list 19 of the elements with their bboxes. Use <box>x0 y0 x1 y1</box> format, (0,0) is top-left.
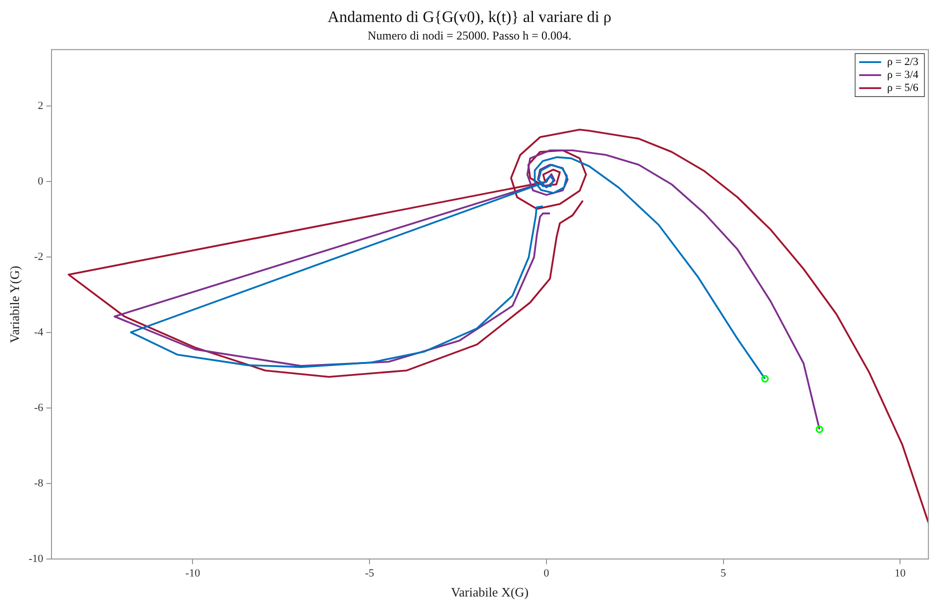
legend-label: ρ = 2/3 <box>887 56 919 68</box>
y-tick-label: 0 <box>38 176 44 188</box>
legend-label: ρ = 3/4 <box>887 68 919 81</box>
y-tick-label: 2 <box>38 100 44 112</box>
y-tick-label: -2 <box>34 251 44 264</box>
y-tick-label: -4 <box>34 326 44 339</box>
x-tick-label: 5 <box>720 568 727 580</box>
x-axis-title: Variabile X(G) <box>451 584 529 600</box>
y-tick-label: -6 <box>34 402 44 414</box>
x-tick-label: -10 <box>185 568 201 580</box>
y-axis-title: Variabile Y(G) <box>7 266 22 343</box>
chart-title: Andamento di G{G(v0), k(t)} al variare di ρ <box>328 8 612 26</box>
legend-label: ρ = 5/6 <box>887 82 919 94</box>
x-tick-label: 0 <box>544 568 550 580</box>
x-tick-label: -5 <box>364 568 375 580</box>
chart-subtitle: Numero di nodi = 25000. Passo h = 0.004. <box>368 28 572 43</box>
x-tick-label: 10 <box>894 568 906 580</box>
y-tick-label: -10 <box>28 553 44 566</box>
y-tick-label: -8 <box>34 478 44 490</box>
